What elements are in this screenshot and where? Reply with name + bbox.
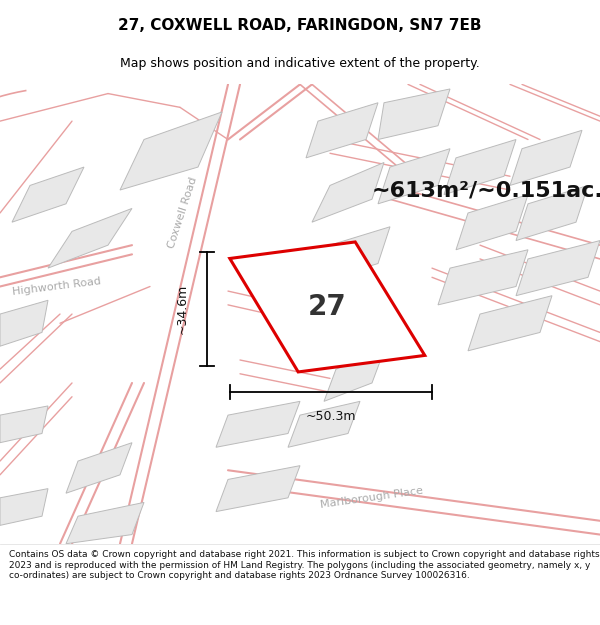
Polygon shape xyxy=(48,208,132,268)
Polygon shape xyxy=(516,241,600,296)
Text: Highworth Road: Highworth Road xyxy=(12,276,102,297)
Text: ~34.6m: ~34.6m xyxy=(175,284,188,334)
Polygon shape xyxy=(468,296,552,351)
Polygon shape xyxy=(312,162,384,222)
Polygon shape xyxy=(318,227,390,282)
Polygon shape xyxy=(230,242,425,372)
Polygon shape xyxy=(324,351,384,401)
Polygon shape xyxy=(0,300,48,346)
Polygon shape xyxy=(378,89,450,139)
Polygon shape xyxy=(378,149,450,204)
Polygon shape xyxy=(0,489,48,526)
Polygon shape xyxy=(318,296,378,351)
Text: ~613m²/~0.151ac.: ~613m²/~0.151ac. xyxy=(372,180,600,200)
Polygon shape xyxy=(306,102,378,158)
Polygon shape xyxy=(12,167,84,222)
Text: 27, COXWELL ROAD, FARINGDON, SN7 7EB: 27, COXWELL ROAD, FARINGDON, SN7 7EB xyxy=(118,18,482,32)
Text: Coxwell Road: Coxwell Road xyxy=(167,176,199,250)
Polygon shape xyxy=(120,112,222,190)
Polygon shape xyxy=(510,130,582,186)
Polygon shape xyxy=(288,401,360,448)
Polygon shape xyxy=(444,139,516,194)
Text: Marlborough Place: Marlborough Place xyxy=(320,486,424,510)
Polygon shape xyxy=(438,250,528,305)
Text: ~50.3m: ~50.3m xyxy=(305,409,356,422)
Polygon shape xyxy=(0,406,48,442)
Polygon shape xyxy=(66,442,132,493)
Polygon shape xyxy=(516,186,588,241)
Text: Contains OS data © Crown copyright and database right 2021. This information is : Contains OS data © Crown copyright and d… xyxy=(9,550,599,580)
Polygon shape xyxy=(456,194,528,250)
Text: 27: 27 xyxy=(308,293,346,321)
Polygon shape xyxy=(66,503,144,544)
Polygon shape xyxy=(216,401,300,448)
Text: Map shows position and indicative extent of the property.: Map shows position and indicative extent… xyxy=(120,57,480,70)
Polygon shape xyxy=(216,466,300,512)
